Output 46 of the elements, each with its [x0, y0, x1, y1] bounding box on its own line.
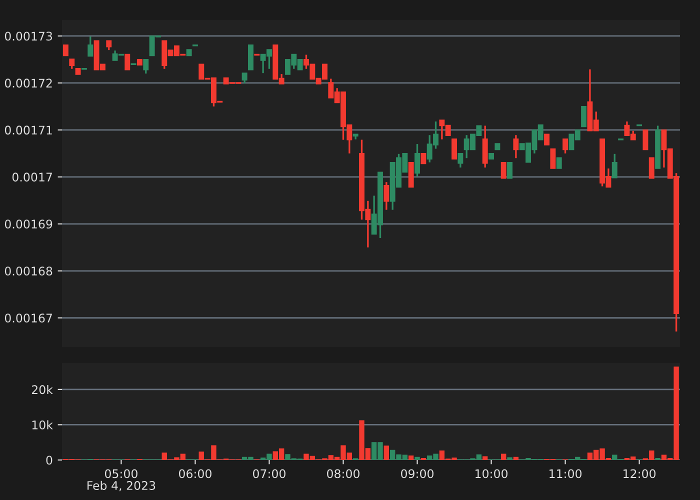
- candlestick: [550, 148, 556, 169]
- y-tick-label: 0.00172: [4, 78, 52, 88]
- candlestick: [420, 153, 426, 164]
- bar: [501, 454, 506, 460]
- x-tick-label: 06:00: [178, 469, 212, 478]
- bar: [408, 455, 414, 460]
- candlestick: [500, 162, 506, 179]
- candlestick: [612, 153, 618, 179]
- candlestick: [414, 143, 420, 178]
- bar: [414, 456, 420, 460]
- y-tick-label: 10k: [32, 420, 53, 430]
- y-tick-label: 0.00173: [4, 32, 52, 41]
- candlestick: [384, 181, 390, 211]
- candlestick: [88, 36, 94, 58]
- x-tick-label: 08:00: [327, 469, 360, 478]
- bar: [482, 456, 488, 460]
- candlestick: [242, 72, 248, 84]
- bar: [384, 446, 390, 460]
- candlestick: [544, 134, 550, 146]
- candlestick: [62, 44, 68, 56]
- x-tick-label: 07:00: [253, 469, 286, 478]
- candlestick: [106, 40, 112, 51]
- bar: [513, 456, 519, 460]
- x-tick-label: 05:00: [104, 469, 138, 478]
- y-tick-label: 0.00168: [4, 266, 52, 276]
- x-tick-label: 11:00: [550, 469, 582, 478]
- text: Feb 4, 2023: [88, 480, 156, 492]
- x-tick-label: 12:00: [624, 469, 656, 478]
- y-tick-label: 0.00167: [4, 314, 52, 323]
- candlestick: [556, 157, 562, 169]
- candlestick: [642, 130, 648, 150]
- y-tick-label: 0: [46, 456, 52, 465]
- y-tick-label: 0.00169: [4, 220, 52, 229]
- candlestick: [69, 58, 75, 70]
- y-tick-label: 0.00171: [4, 126, 52, 135]
- candlestick: [458, 152, 464, 168]
- candlestick: [562, 138, 568, 154]
- candlestick: [513, 134, 519, 159]
- candlestick: [143, 58, 149, 74]
- bar: [507, 457, 512, 460]
- y-tick-label: 20k: [32, 384, 53, 394]
- y-tick-label: 0.0017: [12, 172, 52, 182]
- x-tick-label: 09:00: [401, 469, 434, 478]
- candlestick: [648, 157, 654, 179]
- x-tick-label: 10:00: [476, 469, 508, 478]
- candlestick: [124, 54, 130, 70]
